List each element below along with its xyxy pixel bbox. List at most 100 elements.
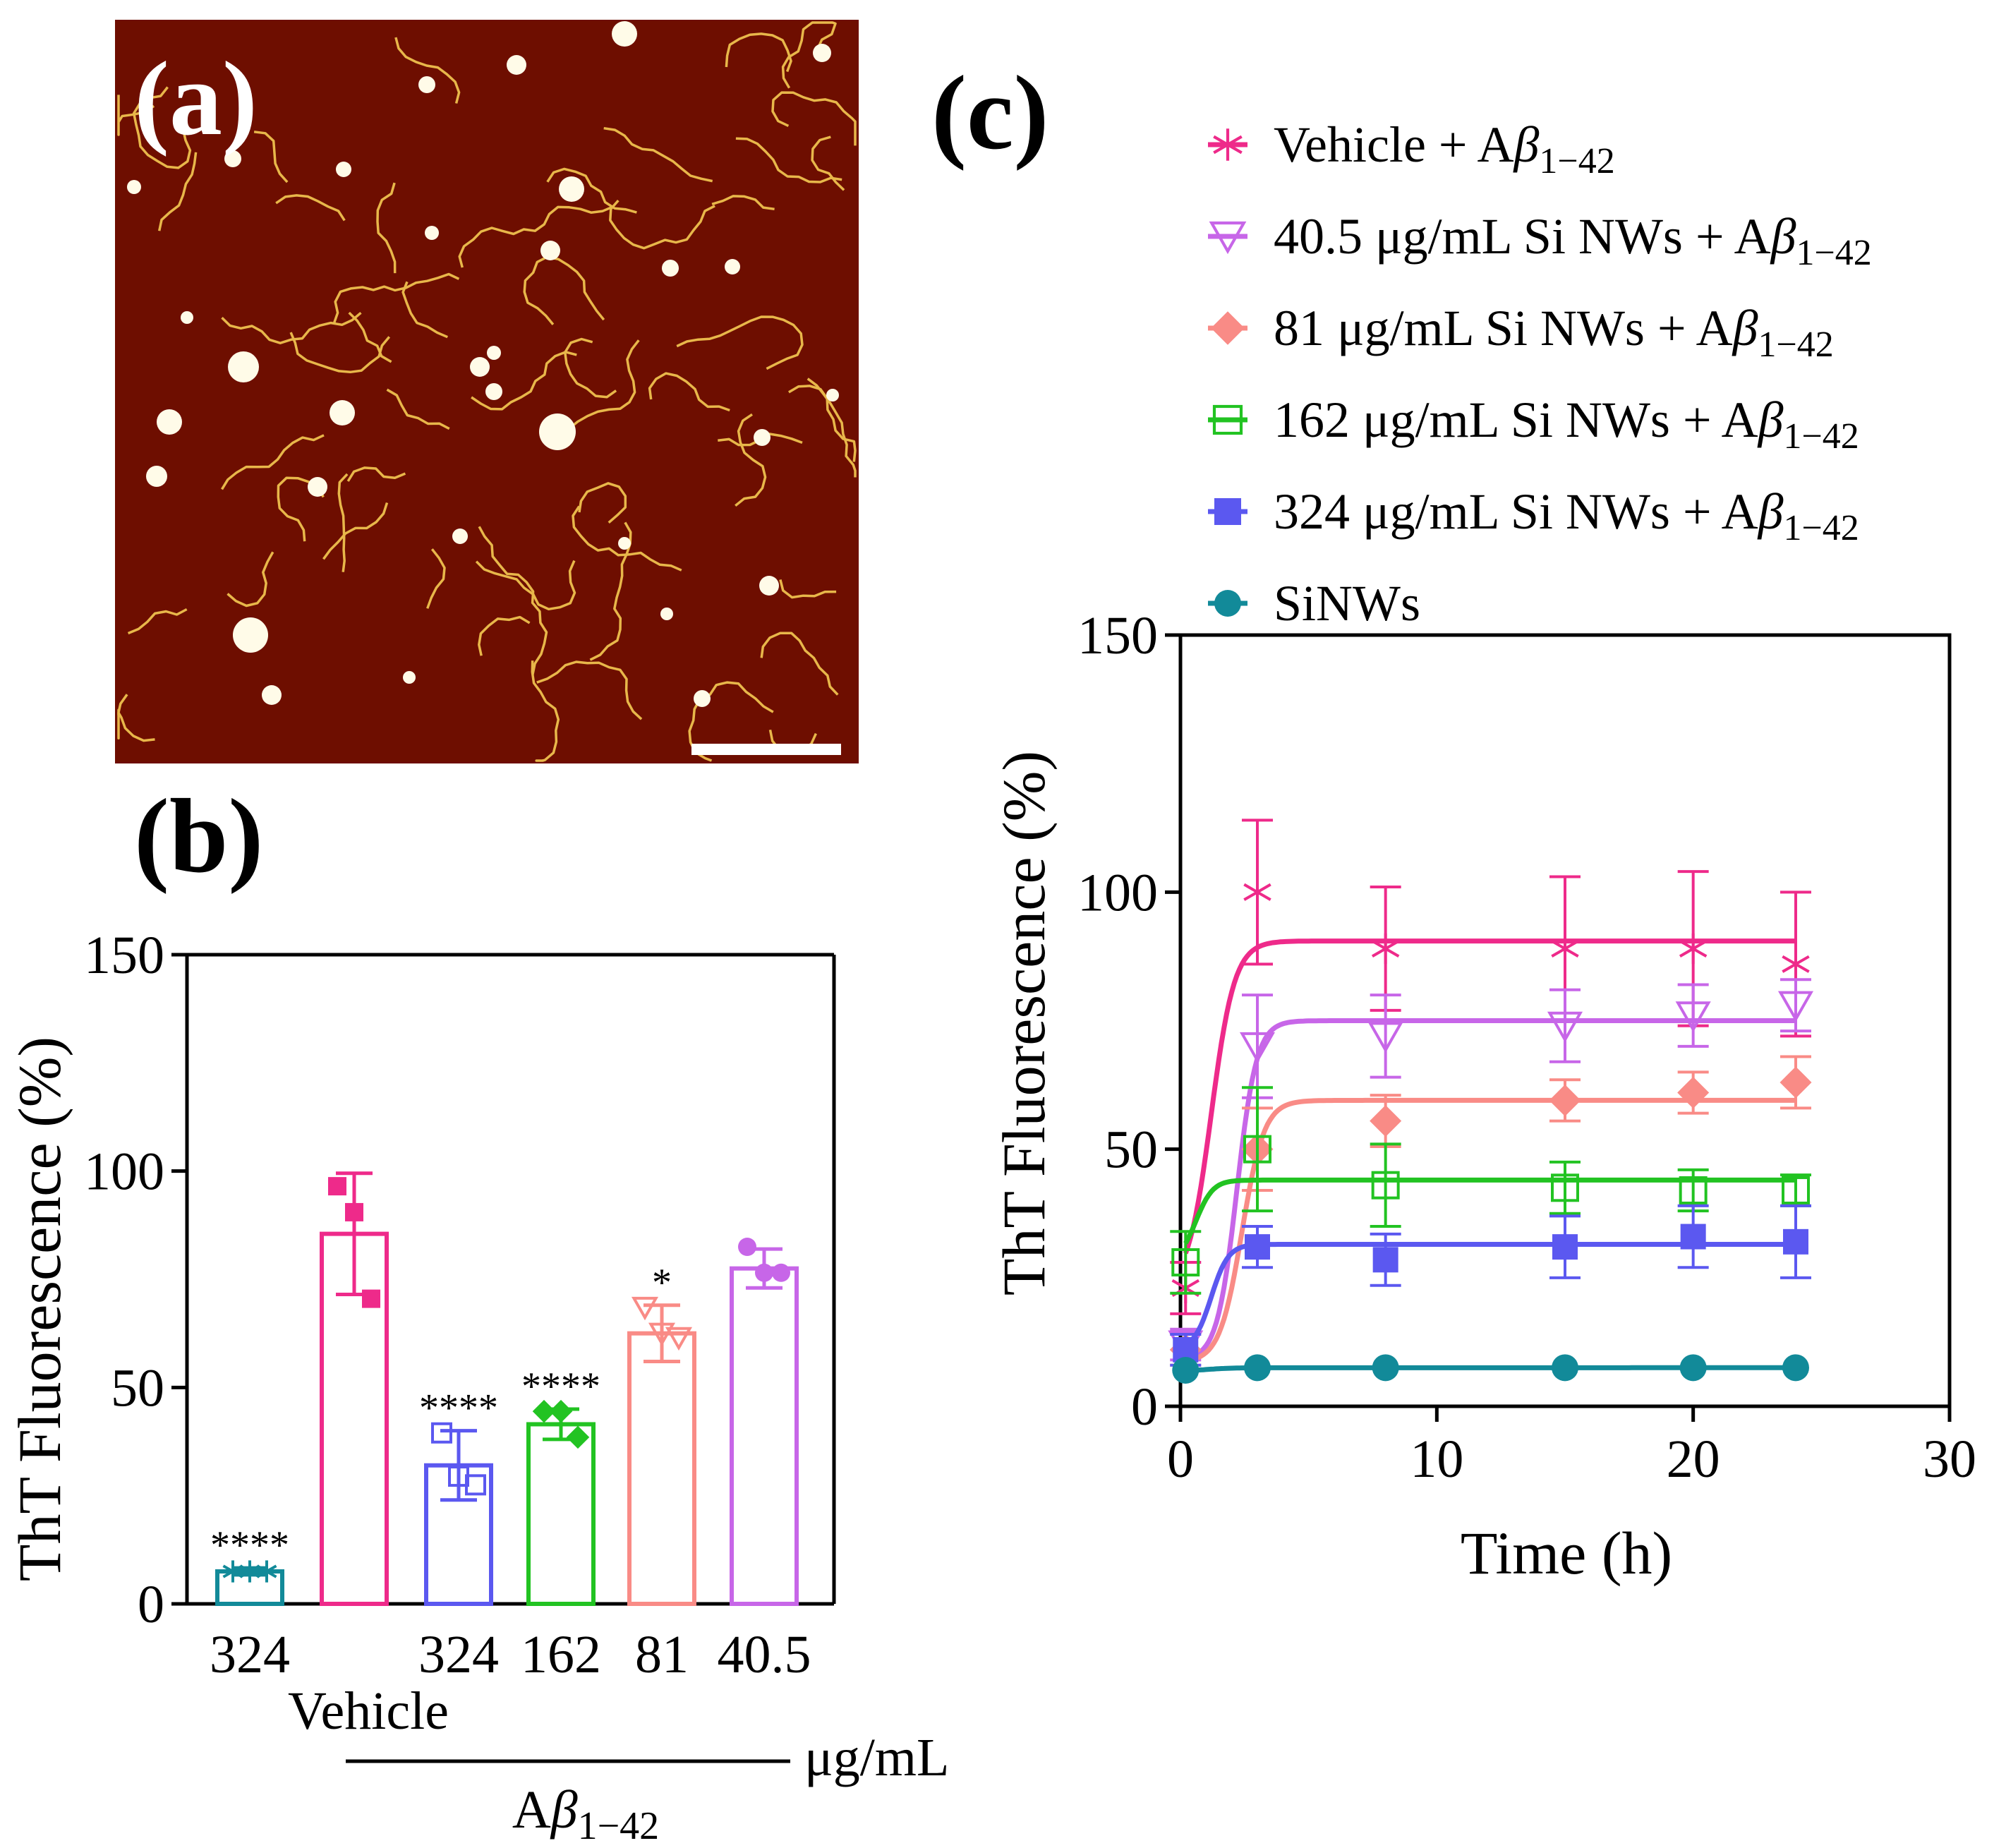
chart-c-legend-marker xyxy=(1209,221,1247,255)
chart-b-axes: 0 50 100 150 xyxy=(84,926,836,1634)
chart-b-point-stroke xyxy=(222,1564,243,1578)
chart-b-point xyxy=(772,1263,790,1282)
chart-b-ytick-label: 50 xyxy=(111,1358,164,1418)
chart-b-point-shape xyxy=(465,1474,486,1496)
afm-aggregate xyxy=(826,389,839,401)
chart-c-point xyxy=(1371,1171,1400,1200)
chart-b-point xyxy=(465,1474,486,1496)
chart-c-point-shape xyxy=(1245,1234,1270,1260)
chart-c-point xyxy=(1551,933,1579,965)
chart-c-legend: Vehicle + Aβ1−42 40.5 μg/mL Si NWs + Aβ1−… xyxy=(1208,116,1872,632)
chart-c-point xyxy=(1243,1135,1271,1164)
afm-fibril xyxy=(117,694,128,740)
chart-c-point xyxy=(1677,1077,1710,1109)
chart-c-point-shape xyxy=(1371,1171,1400,1200)
chart-b-bar xyxy=(730,1266,799,1606)
chart-c-legend-marker-shape xyxy=(1209,221,1247,255)
chart-c-legend-label: Vehicle + Aβ1−42 xyxy=(1274,116,1615,181)
afm-aggregate xyxy=(425,226,439,240)
chart-b-point-shape xyxy=(328,1177,346,1196)
chart-c-point-stroke xyxy=(1679,939,1708,958)
afm-fibril xyxy=(221,434,325,490)
chart-b-point xyxy=(665,1327,693,1351)
chart-c-legend-item-nw_162: 162 μg/mL Si NWs + Aβ1−42 xyxy=(1208,392,1859,457)
afm-fibril xyxy=(376,182,397,274)
chart-c-series-nw_162 xyxy=(1170,1086,1811,1295)
afm-fibril xyxy=(332,272,460,324)
chart-c-legend-marker xyxy=(1211,311,1245,345)
chart-c-xlabel: Time (h) xyxy=(1461,1519,1672,1587)
afm-fibril xyxy=(117,95,155,136)
afm-fibril xyxy=(536,660,643,720)
chart-b-xtick-label: 162 xyxy=(521,1625,601,1684)
chart-b-point-shape xyxy=(755,1263,773,1282)
afm-aggregate xyxy=(694,690,711,707)
chart-b-point xyxy=(755,1263,773,1282)
chart-c-point-shape xyxy=(1679,1354,1707,1382)
afm-aggregate xyxy=(618,537,631,550)
afm-fibril xyxy=(725,32,792,73)
chart-c-point-stroke xyxy=(1371,939,1400,958)
afm-fibril xyxy=(117,708,155,742)
chart-c-point-shape xyxy=(1552,1354,1578,1382)
chart-c-series-nw_324 xyxy=(1170,1204,1811,1367)
chart-c-point-shape xyxy=(1171,1248,1200,1276)
afm-aggregate xyxy=(612,21,637,47)
chart-c-point xyxy=(1243,876,1271,907)
chart-b-bar xyxy=(526,1422,596,1607)
chart-c-point-shape xyxy=(1780,1066,1812,1099)
chart-b-significance: **** xyxy=(419,1387,498,1430)
chart-c-xtick-label: 30 xyxy=(1923,1430,1976,1489)
afm-aggregate xyxy=(403,671,416,684)
chart-c-series-vehicle xyxy=(1170,819,1811,1315)
chart-b-point-shape xyxy=(566,1425,590,1449)
chart-c-point xyxy=(1777,991,1814,1022)
chart-c-legend-label: 40.5 μg/mL Si NWs + Aβ1−42 xyxy=(1274,208,1872,273)
chart-c-point xyxy=(1782,1354,1809,1382)
afm-fibril xyxy=(386,388,450,430)
afm-aggregate xyxy=(181,311,193,324)
chart-c-point xyxy=(1782,1176,1810,1204)
chart-c-point xyxy=(1679,1354,1707,1382)
chart-b-point xyxy=(431,1422,452,1444)
chart-b-point-stroke xyxy=(239,1564,260,1578)
chart-c-point xyxy=(1547,1011,1583,1043)
chart-c-point-shape xyxy=(1777,991,1814,1022)
chart-b-point-shape xyxy=(738,1238,756,1256)
afm-fibril xyxy=(401,281,448,339)
afm-aggregate xyxy=(127,180,141,194)
chart-c-point-shape xyxy=(1679,1176,1708,1204)
afm-aggregate xyxy=(660,608,673,620)
chart-c-legend-item-vehicle: Vehicle + Aβ1−42 xyxy=(1208,116,1615,181)
chart-c-fit-line xyxy=(1184,1242,1796,1347)
afm-fibril xyxy=(779,579,837,599)
chart-c-legend-marker xyxy=(1212,404,1243,435)
chart-b-point-shape xyxy=(772,1263,790,1282)
chart-b-point xyxy=(566,1425,590,1449)
afm-fibril xyxy=(221,311,362,344)
afm-aggregate xyxy=(452,529,468,544)
chart-c-legend-label: SiNWs xyxy=(1274,575,1420,632)
afm-aggregate xyxy=(813,44,831,62)
afm-aggregate xyxy=(485,383,502,400)
chart-c-point-shape xyxy=(1677,1077,1710,1109)
afm-fibril xyxy=(546,167,637,214)
chart-c-point-shape xyxy=(1552,1234,1578,1260)
chart-b-point xyxy=(738,1238,756,1256)
afm-fibril xyxy=(157,152,198,231)
afm-fibril xyxy=(348,311,392,363)
chart-c-point-shape xyxy=(1172,1356,1200,1384)
chart-c-ytick-label: 150 xyxy=(1077,606,1158,665)
chart-c-frame xyxy=(1178,633,1952,1408)
chart-c-ytick-label: 100 xyxy=(1077,863,1158,922)
chart-c-legend-item-nw_40_5: 40.5 μg/mL Si NWs + Aβ1−42 xyxy=(1208,208,1872,273)
chart-b-point-shape xyxy=(549,1399,573,1423)
afm-fibril xyxy=(564,337,617,399)
chart-c-point xyxy=(1783,1228,1808,1255)
afm-fibril xyxy=(426,548,446,609)
chart-b-group-label: Aβ1−42 xyxy=(512,1780,659,1848)
chart-c-xtick-label: 20 xyxy=(1667,1430,1720,1489)
chart-c-legend-marker xyxy=(1213,128,1243,161)
chart-c-point-shape xyxy=(1675,1001,1711,1033)
chart-c-point-shape xyxy=(1783,1228,1808,1255)
